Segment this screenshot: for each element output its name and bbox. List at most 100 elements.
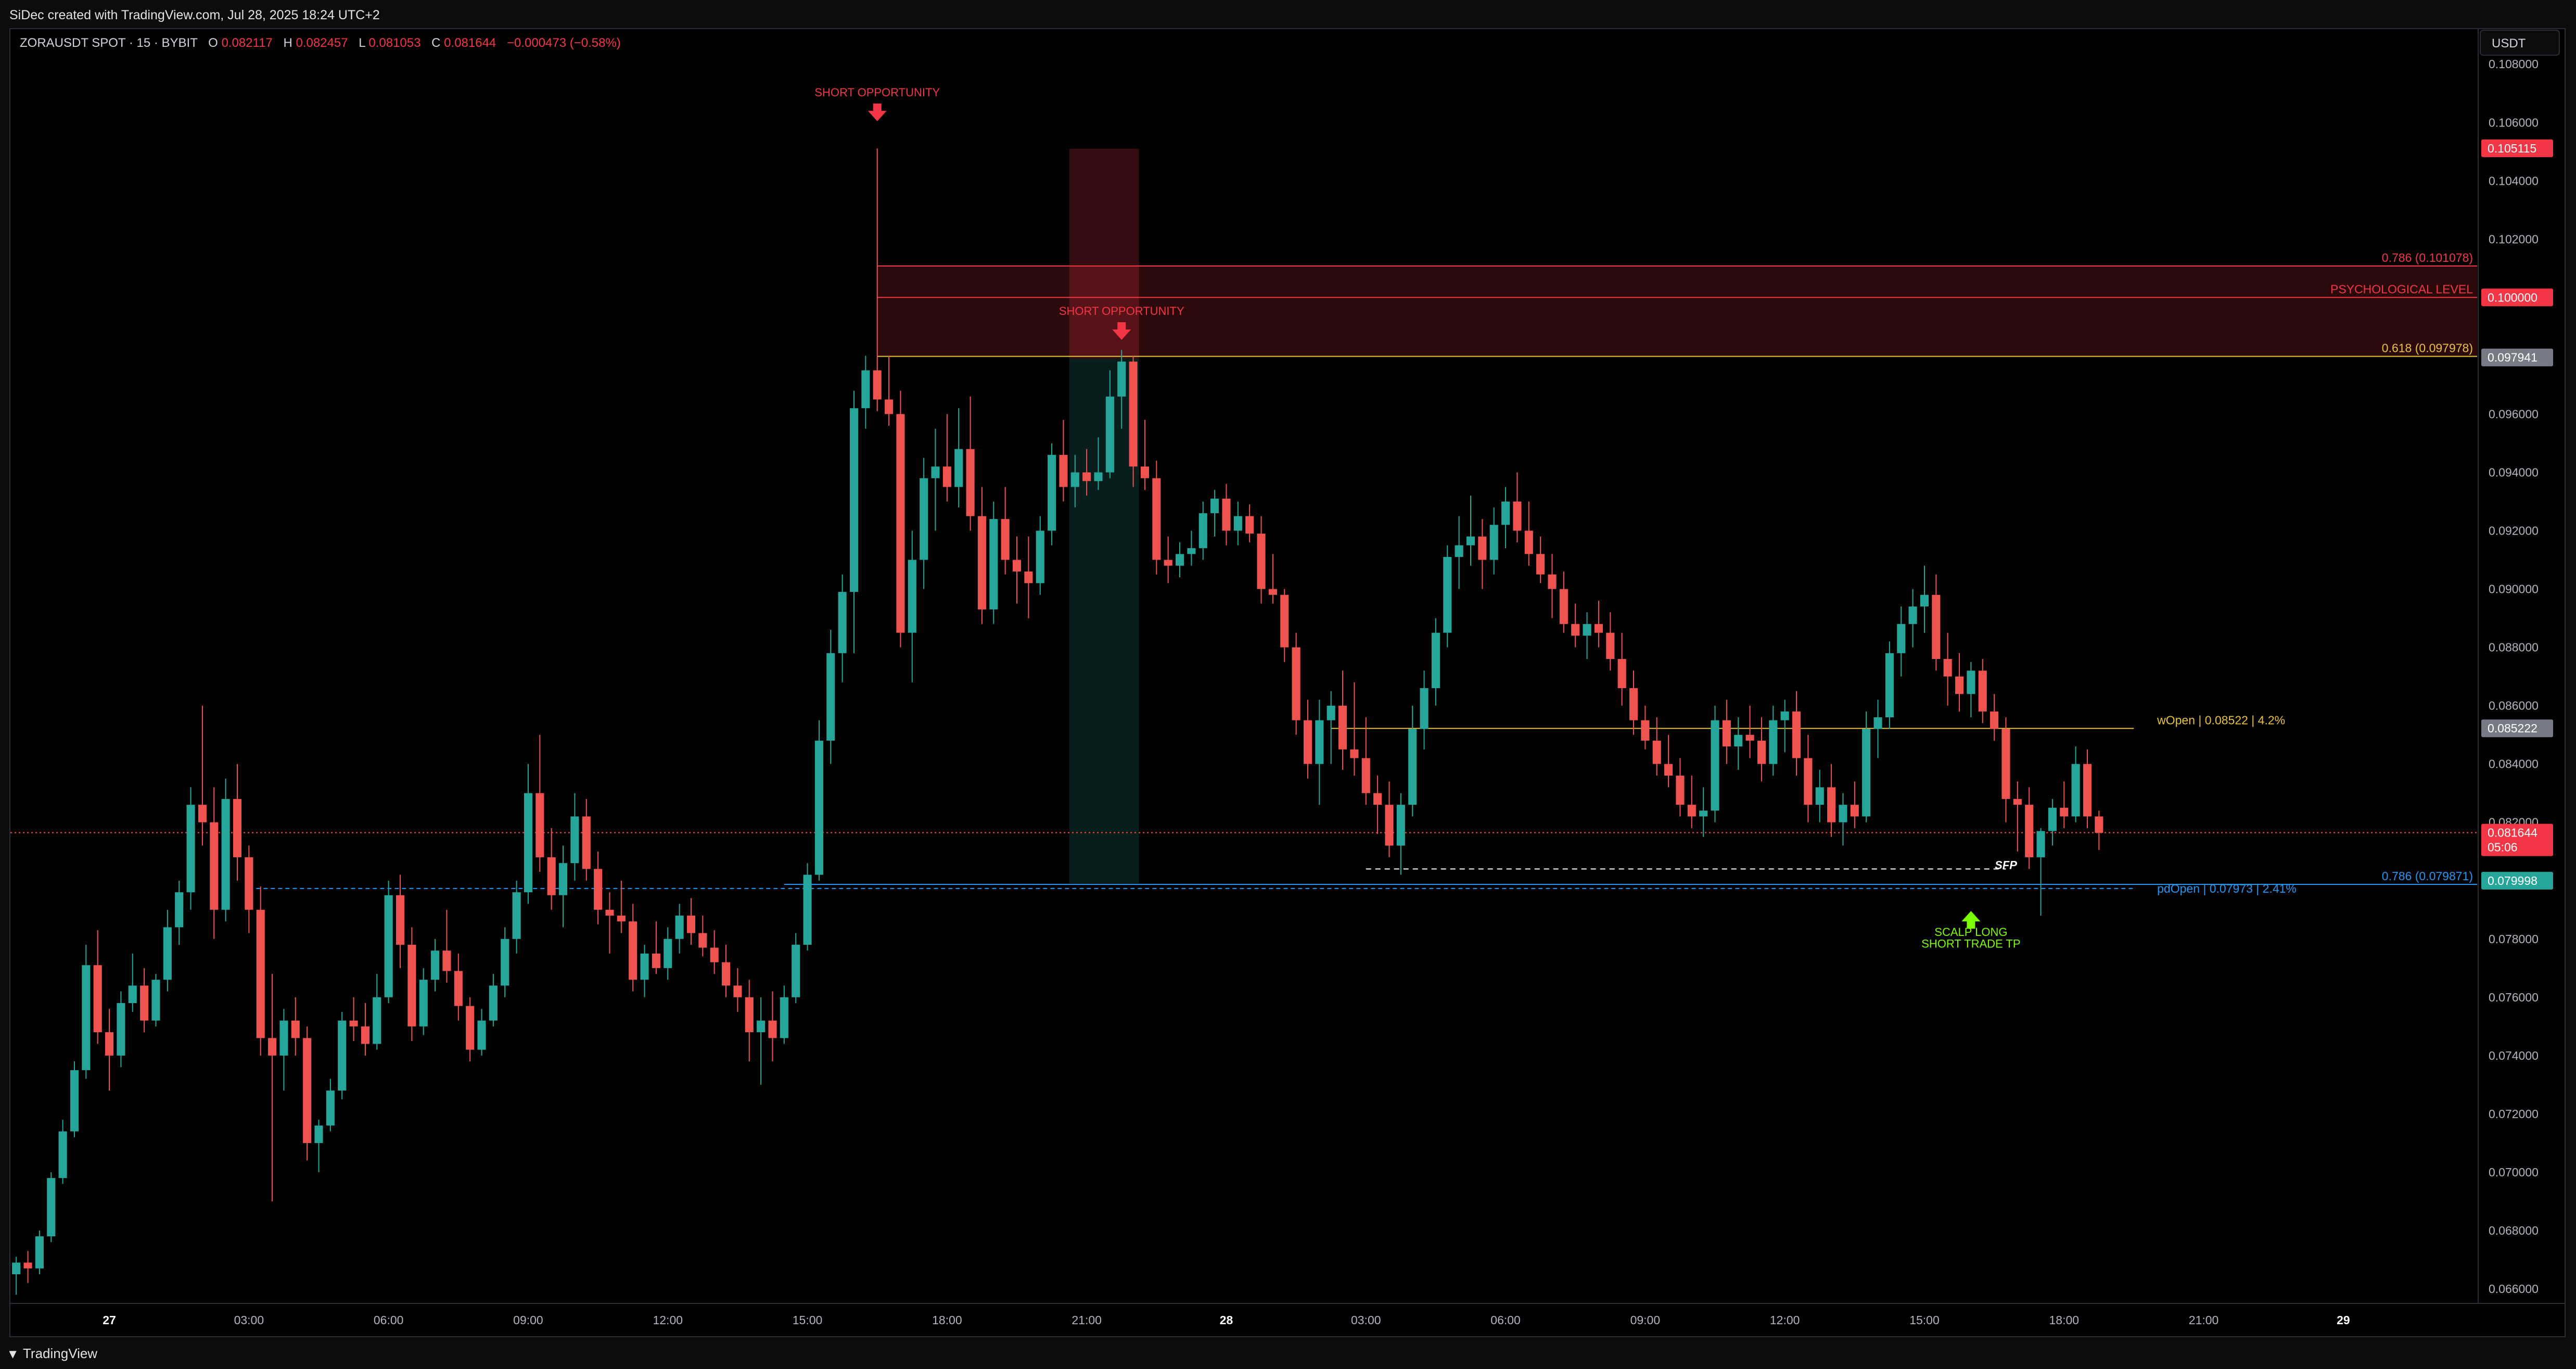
candle[interactable]: [1059, 420, 1068, 502]
candle[interactable]: [1048, 443, 1056, 546]
candle[interactable]: [652, 921, 660, 974]
candle[interactable]: [594, 851, 603, 924]
candle[interactable]: [768, 991, 777, 1062]
candle[interactable]: [1769, 705, 1778, 776]
candle[interactable]: [268, 973, 277, 1201]
candle[interactable]: [1967, 662, 1975, 718]
candle[interactable]: [524, 764, 533, 904]
candle[interactable]: [2036, 828, 2045, 916]
candle[interactable]: [1676, 758, 1685, 817]
candle[interactable]: [1361, 717, 1370, 805]
candle[interactable]: [233, 764, 242, 881]
candle[interactable]: [442, 909, 451, 983]
candle[interactable]: [826, 629, 835, 764]
candle[interactable]: [1315, 700, 1324, 805]
candle[interactable]: [629, 904, 637, 992]
candle[interactable]: [1501, 487, 1510, 549]
candle[interactable]: [1466, 496, 1475, 566]
candle[interactable]: [1024, 536, 1033, 618]
candle[interactable]: [58, 1120, 67, 1184]
candle[interactable]: [1233, 501, 1242, 546]
candle[interactable]: [35, 1230, 44, 1274]
candle[interactable]: [1536, 536, 1545, 584]
candle[interactable]: [1245, 504, 1254, 542]
candle[interactable]: [1664, 734, 1673, 788]
candle[interactable]: [1722, 700, 1731, 764]
candle[interactable]: [338, 1011, 347, 1099]
candle[interactable]: [675, 904, 684, 954]
candle[interactable]: [547, 828, 556, 910]
candle[interactable]: [1489, 507, 1498, 575]
candle[interactable]: [373, 973, 381, 1050]
candle[interactable]: [12, 1257, 21, 1295]
candle[interactable]: [1268, 554, 1277, 604]
candle[interactable]: [431, 939, 440, 992]
candle[interactable]: [1943, 632, 1952, 706]
candle[interactable]: [1908, 589, 1917, 648]
candle[interactable]: [849, 390, 859, 653]
candle[interactable]: [2095, 810, 2103, 850]
candle[interactable]: [1350, 682, 1359, 776]
candle[interactable]: [128, 953, 137, 1012]
candle[interactable]: [885, 356, 894, 426]
candle[interactable]: [2060, 781, 2069, 828]
chart-area[interactable]: 0.786 (0.101078) PSYCHOLOGICAL LEVEL 0.618…: [9, 28, 2566, 1337]
candle[interactable]: [780, 985, 788, 1044]
candle[interactable]: [361, 1003, 369, 1056]
candle[interactable]: [1164, 536, 1172, 584]
candle[interactable]: [1175, 542, 1184, 578]
candle[interactable]: [873, 148, 882, 411]
candle[interactable]: [896, 390, 905, 648]
candle[interactable]: [1012, 536, 1022, 604]
candle[interactable]: [1070, 454, 1079, 508]
candle[interactable]: [245, 845, 253, 933]
candle[interactable]: [931, 428, 940, 531]
candle[interactable]: [1198, 501, 1207, 560]
candle[interactable]: [1524, 501, 1533, 566]
candle[interactable]: [163, 909, 172, 992]
candle[interactable]: [1583, 612, 1591, 659]
candle[interactable]: [640, 944, 649, 997]
candle[interactable]: [501, 927, 509, 997]
candle[interactable]: [1652, 717, 1661, 776]
tradingview-logo-icon[interactable]: ▾ TradingView: [9, 1339, 165, 1369]
candle[interactable]: [256, 886, 265, 1056]
candle[interactable]: [1955, 653, 1964, 712]
candle[interactable]: [1280, 589, 1289, 662]
candle[interactable]: [2001, 717, 2010, 822]
candle[interactable]: [151, 973, 160, 1026]
candle[interactable]: [1978, 658, 1987, 724]
candle[interactable]: [1385, 781, 1394, 857]
candle[interactable]: [814, 720, 823, 881]
candle[interactable]: [1431, 618, 1440, 706]
candle[interactable]: [1734, 717, 1743, 770]
candle[interactable]: [1932, 574, 1941, 671]
candle[interactable]: [105, 1009, 114, 1091]
candle[interactable]: [2025, 787, 2034, 869]
candle[interactable]: [838, 574, 847, 682]
candle[interactable]: [582, 798, 591, 881]
candle[interactable]: [1839, 793, 1847, 846]
candle[interactable]: [2071, 746, 2080, 822]
candle[interactable]: [954, 408, 963, 508]
candle[interactable]: [2048, 798, 2057, 846]
candle[interactable]: [326, 1079, 335, 1132]
candle[interactable]: [1455, 516, 1463, 589]
candle[interactable]: [1443, 545, 1452, 648]
candle[interactable]: [175, 880, 184, 945]
candle[interactable]: [605, 892, 614, 954]
candle[interactable]: [117, 991, 125, 1068]
candle[interactable]: [1885, 641, 1894, 729]
candle[interactable]: [454, 953, 463, 1021]
candle[interactable]: [1687, 776, 1696, 828]
candle[interactable]: [1827, 764, 1836, 837]
candle[interactable]: [47, 1172, 56, 1243]
candle[interactable]: [861, 356, 870, 429]
candle[interactable]: [686, 898, 696, 945]
candle[interactable]: [733, 968, 742, 1012]
candle[interactable]: [140, 968, 149, 1033]
candle[interactable]: [70, 1061, 79, 1137]
candle[interactable]: [1780, 700, 1789, 753]
candle[interactable]: [419, 968, 428, 1035]
candle[interactable]: [1082, 449, 1091, 496]
